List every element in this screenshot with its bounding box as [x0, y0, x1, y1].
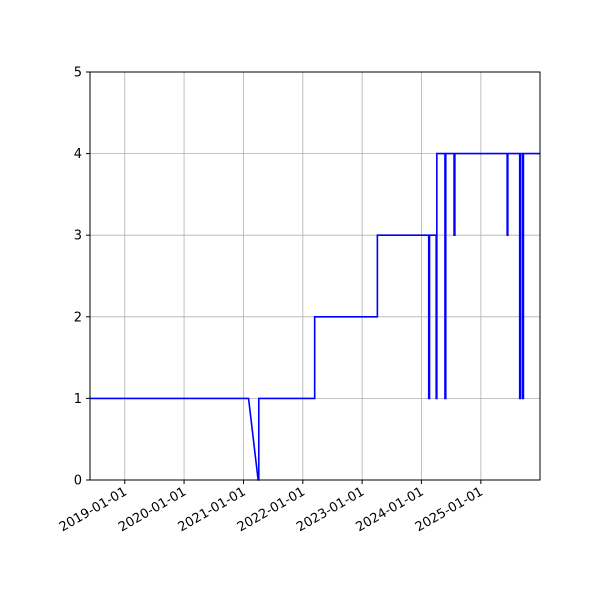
- y-tick-label: 2: [74, 310, 82, 325]
- x-tick-label: 2025-01-01: [413, 484, 486, 535]
- axes-frame: [89, 71, 541, 481]
- grid-lines: [90, 71, 540, 481]
- series-line: [90, 152, 540, 481]
- y-tick-label: 0: [74, 474, 82, 489]
- y-tick-label: 4: [74, 147, 82, 162]
- y-tick-label: 3: [74, 229, 82, 244]
- y-tick-label: 1: [74, 392, 82, 407]
- series-layer: [90, 152, 540, 481]
- y-tick-label: 5: [74, 66, 82, 81]
